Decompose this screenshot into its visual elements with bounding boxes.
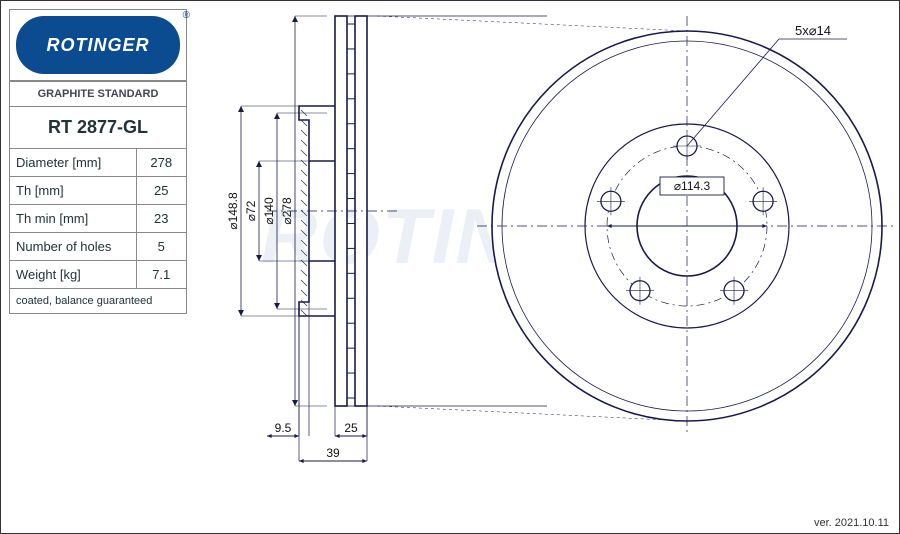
spec-value: 23 [137,205,187,232]
svg-text:9.5: 9.5 [275,421,292,435]
table-row: Diameter [mm] 278 [10,148,186,176]
coated-note: coated, balance guaranteed [10,289,158,313]
logo-text: ROTINGER [46,35,149,56]
spec-label: Th [mm] [10,177,137,204]
table-row: Th min [mm] 23 [10,204,186,232]
spec-label: Th min [mm] [10,205,137,232]
svg-text:25: 25 [344,421,358,435]
spec-value: 5 [137,233,187,260]
version-label: ver. 2021.10.11 [814,517,889,529]
spec-label: Diameter [mm] [10,149,137,176]
svg-text:5x⌀14: 5x⌀14 [795,23,831,38]
spec-value: 25 [137,177,187,204]
logo-badge: ROTINGER [16,16,180,74]
svg-text:⌀148.8: ⌀148.8 [226,192,240,230]
spec-label: Number of holes [10,233,137,260]
svg-text:⌀114.3: ⌀114.3 [674,179,711,193]
spec-value: 7.1 [137,261,187,288]
page-root: ROTINGER ® GRAPHITE STANDARD RT 2877-GL … [0,0,900,534]
spec-value: 278 [137,149,187,176]
table-row: Number of holes 5 [10,232,186,260]
table-row: Th [mm] 25 [10,176,186,204]
logo-container: ROTINGER ® [9,9,187,81]
part-number: RT 2877-GL [10,107,186,148]
drawing-svg: 25 39 9.5 ⌀148.8 ⌀72 ⌀140 ⌀278 5x⌀14 ⌀114.3 [187,1,900,511]
svg-text:⌀140: ⌀140 [262,197,276,225]
spec-table: GRAPHITE STANDARD RT 2877-GL Diameter [m… [9,81,187,314]
drawing-area: 25 39 9.5 ⌀148.8 ⌀72 ⌀140 ⌀278 5x⌀14 ⌀114.3 [187,1,899,509]
svg-text:39: 39 [326,446,340,460]
svg-text:⌀278: ⌀278 [280,197,294,225]
spec-label: Weight [kg] [10,261,137,288]
svg-text:⌀72: ⌀72 [244,200,258,221]
table-row: Weight [kg] 7.1 [10,260,186,288]
spec-standard: GRAPHITE STANDARD [10,82,186,106]
